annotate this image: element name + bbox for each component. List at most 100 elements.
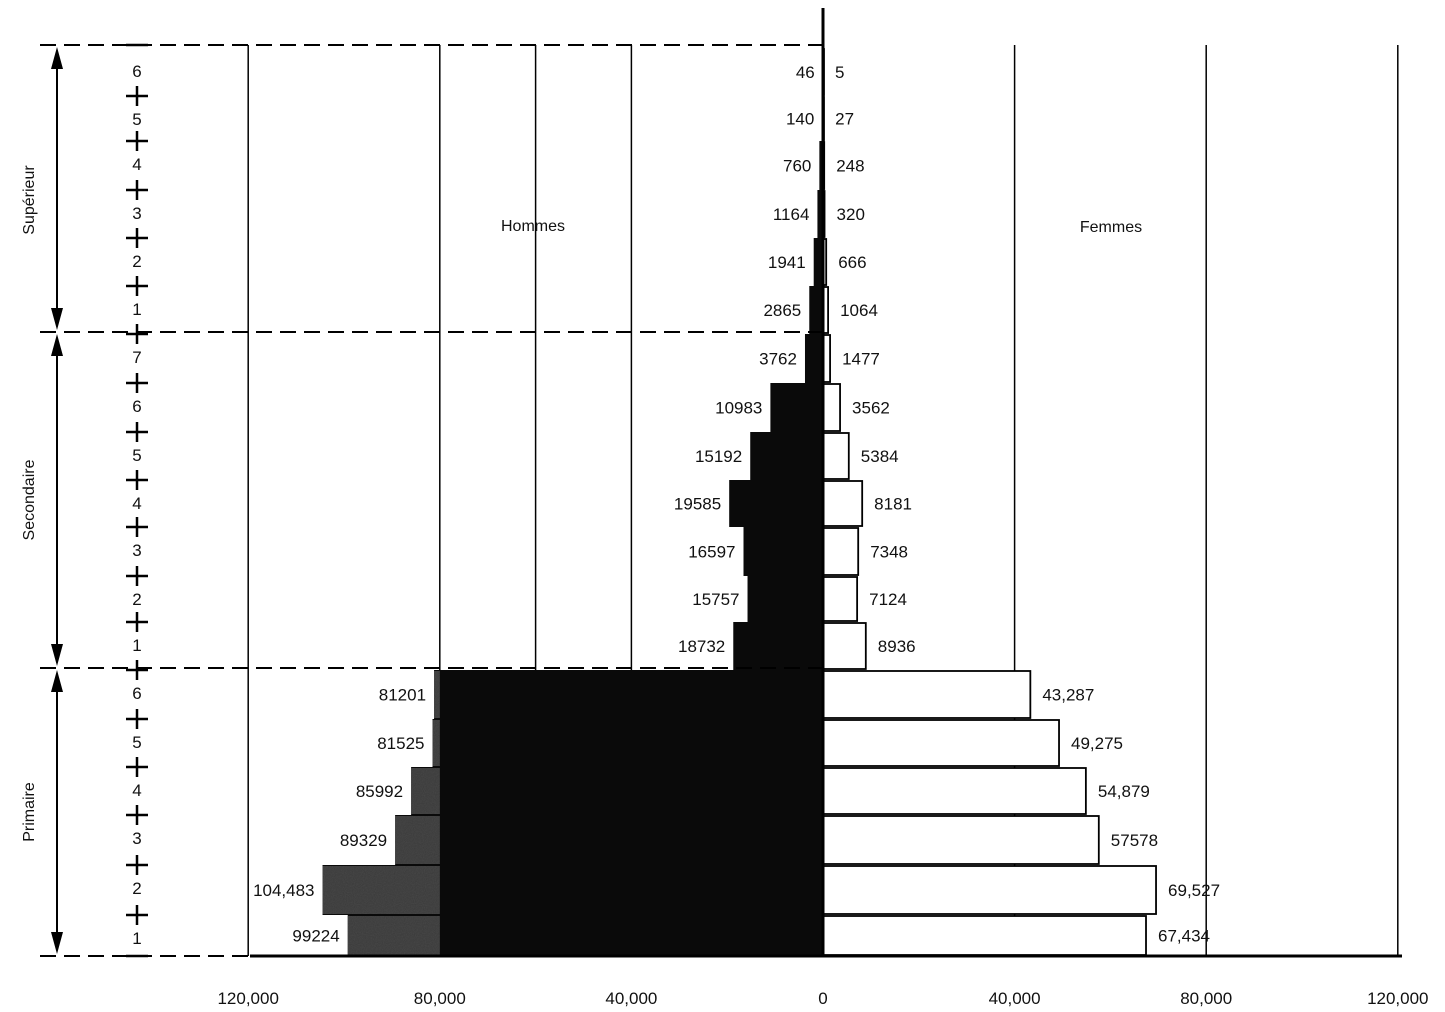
bar-femmes <box>822 576 859 622</box>
bar-hommes-tone <box>411 768 440 814</box>
x-tick-label: 40,000 <box>989 989 1041 1008</box>
bar-femmes <box>822 915 1147 956</box>
bar-femmes <box>822 622 867 670</box>
bar-hommes <box>813 238 823 286</box>
group-label: Primaire <box>21 782 38 842</box>
bar-hommes <box>750 432 823 480</box>
bar-femmes <box>822 865 1157 915</box>
x-tick-label: 80,000 <box>414 989 466 1008</box>
x-tick-label: 0 <box>818 989 827 1008</box>
x-tick-label: 40,000 <box>605 989 657 1008</box>
value-label-hommes: 18732 <box>678 637 725 656</box>
value-label-hommes: 89329 <box>340 831 387 850</box>
value-label-hommes: 10983 <box>715 399 762 418</box>
value-label-femmes: 666 <box>838 253 866 272</box>
value-label-femmes: 27 <box>835 110 854 129</box>
value-label-femmes: 8936 <box>878 637 916 656</box>
x-tick-label: 80,000 <box>1180 989 1232 1008</box>
bar-hommes-tone <box>434 671 440 718</box>
group-arrow-head-up <box>51 670 63 692</box>
value-label-femmes: 1064 <box>840 301 878 320</box>
value-label-femmes: 57578 <box>1111 831 1158 850</box>
group-label: Secondaire <box>21 459 38 540</box>
grade-label: 4 <box>132 155 141 174</box>
bar-hommes <box>817 190 823 238</box>
axes-layer <box>40 8 1402 958</box>
group-arrow-head-up <box>51 47 63 69</box>
value-label-hommes: 140 <box>786 110 814 129</box>
grade-label: 2 <box>132 590 141 609</box>
value-label-hommes: 99224 <box>292 927 339 946</box>
bar-hommes-tone <box>322 866 440 914</box>
value-label-hommes: 19585 <box>674 495 721 514</box>
bar-hommes <box>434 670 823 719</box>
grade-label: 6 <box>132 684 141 703</box>
grade-label: 5 <box>132 446 141 465</box>
grade-label: 1 <box>132 636 141 655</box>
bar-hommes <box>743 527 823 576</box>
hommes-label: Hommes <box>501 218 565 235</box>
value-label-femmes: 43,287 <box>1042 686 1094 705</box>
value-label-femmes: 54,879 <box>1098 782 1150 801</box>
grade-label: 4 <box>132 494 141 513</box>
x-tick-label: 120,000 <box>217 989 278 1008</box>
value-label-hommes: 2865 <box>763 301 801 320</box>
group-arrow-head-down <box>51 932 63 954</box>
value-label-hommes: 3762 <box>759 350 797 369</box>
bar-hommes-tone <box>432 720 440 766</box>
bar-femmes <box>822 670 1032 719</box>
bar-hommes <box>819 141 823 190</box>
grade-label: 7 <box>132 348 141 367</box>
bar-femmes <box>822 719 1060 767</box>
grade-label: 3 <box>132 541 141 560</box>
grade-label: 5 <box>132 110 141 129</box>
bar-hommes <box>809 286 823 334</box>
bar-hommes <box>733 622 823 670</box>
group-label: Supérieur <box>21 165 38 235</box>
x-tick-label: 120,000 <box>1367 989 1428 1008</box>
value-label-hommes: 81525 <box>377 734 424 753</box>
bars-layer <box>322 48 1157 956</box>
bar-hommes <box>770 383 823 432</box>
value-label-femmes: 1477 <box>842 350 880 369</box>
bar-femmes <box>822 767 1087 815</box>
group-arrow-head-down <box>51 308 63 330</box>
grid-layer <box>247 45 1399 956</box>
value-label-femmes: 5384 <box>861 447 899 466</box>
grade-label: 6 <box>132 397 141 416</box>
bar-hommes-tone <box>347 916 440 955</box>
value-label-hommes: 1164 <box>773 205 810 224</box>
value-label-hommes: 16597 <box>688 543 735 562</box>
value-label-femmes: 320 <box>837 205 865 224</box>
grade-label: 5 <box>132 733 141 752</box>
value-label-femmes: 69,527 <box>1168 881 1220 900</box>
group-arrow-head-down <box>51 644 63 666</box>
bar-femmes <box>822 480 864 527</box>
value-label-hommes: 760 <box>783 157 811 176</box>
value-label-femmes: 5 <box>835 63 844 82</box>
value-label-hommes: 15192 <box>695 447 742 466</box>
femmes-label: Femmes <box>1080 219 1142 236</box>
bar-femmes <box>822 383 841 432</box>
grade-label: 1 <box>132 300 141 319</box>
group-arrow-head-up <box>51 334 63 356</box>
value-label-femmes: 49,275 <box>1071 734 1123 753</box>
value-label-hommes: 85992 <box>356 782 403 801</box>
grade-label: 4 <box>132 781 141 800</box>
bar-hommes <box>411 767 823 815</box>
value-label-hommes: 81201 <box>379 686 426 705</box>
value-label-femmes: 7124 <box>869 590 907 609</box>
value-label-femmes: 3562 <box>852 399 890 418</box>
bar-hommes <box>729 480 823 527</box>
value-label-femmes: 7348 <box>870 543 908 562</box>
value-label-femmes: 67,434 <box>1158 927 1210 946</box>
bar-femmes <box>822 432 850 480</box>
bar-hommes <box>804 334 823 383</box>
grade-label: 3 <box>132 204 141 223</box>
value-label-hommes: 1941 <box>768 253 806 272</box>
bar-hommes-tone <box>395 816 440 864</box>
value-label-femmes: 8181 <box>874 495 912 514</box>
